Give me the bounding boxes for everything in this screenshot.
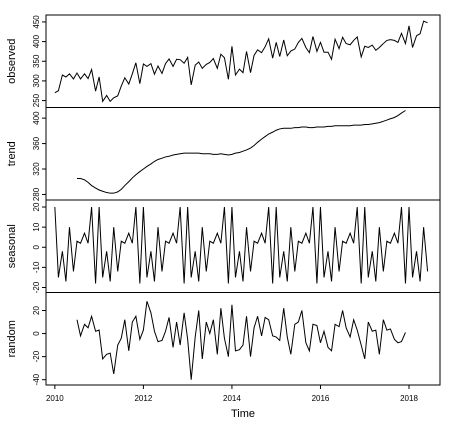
x-tick-label: 2016 bbox=[312, 394, 330, 403]
y-tick-label: -20 bbox=[32, 281, 41, 293]
panel-frame bbox=[45, 107, 441, 201]
series-line bbox=[54, 206, 429, 284]
panel-frame bbox=[45, 14, 441, 108]
x-axis-label: Time bbox=[231, 408, 255, 420]
y-tick-label: 360 bbox=[32, 136, 41, 150]
y-tick-label: -10 bbox=[32, 261, 41, 273]
x-tick-label: 2010 bbox=[46, 394, 64, 403]
series-line bbox=[76, 110, 406, 194]
x-tick-label: 2018 bbox=[400, 394, 418, 403]
y-tick-label: 320 bbox=[32, 162, 41, 176]
y-axis-label: seasonal bbox=[6, 224, 18, 268]
y-axis-label: trend bbox=[6, 141, 18, 166]
series-line bbox=[76, 301, 406, 380]
y-tick-label: 450 bbox=[32, 15, 41, 29]
y-tick-label: 0 bbox=[32, 331, 41, 336]
y-tick-label: -40 bbox=[32, 373, 41, 385]
y-tick-label: 400 bbox=[32, 34, 41, 48]
y-tick-label: 350 bbox=[32, 54, 41, 68]
y-tick-label: 250 bbox=[32, 93, 41, 107]
y-axis-label: random bbox=[6, 320, 18, 357]
y-tick-label: 300 bbox=[32, 74, 41, 88]
panel-frame bbox=[45, 292, 441, 386]
y-tick-label: 20 bbox=[32, 305, 41, 314]
y-tick-label: 0 bbox=[32, 244, 41, 249]
y-axis-label: observed bbox=[6, 39, 18, 84]
y-tick-label: 280 bbox=[32, 187, 41, 201]
y-tick-label: 20 bbox=[32, 202, 41, 211]
series-line bbox=[54, 20, 428, 103]
y-tick-label: 10 bbox=[32, 222, 41, 231]
x-tick-label: 2012 bbox=[134, 394, 152, 403]
y-tick-label: 400 bbox=[32, 111, 41, 125]
x-tick-label: 2014 bbox=[223, 394, 241, 403]
y-tick-label: -20 bbox=[32, 350, 41, 362]
